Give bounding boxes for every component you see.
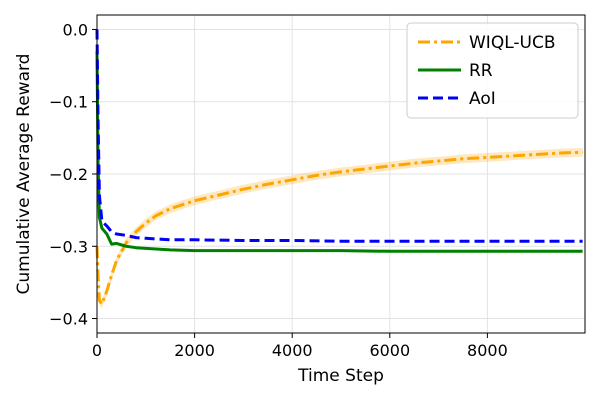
y-tick-label: −0.4 (49, 310, 88, 329)
x-tick-label: 0 (92, 341, 102, 360)
legend: WIQL-UCB RR AoI (406, 22, 579, 119)
y-tick-label: −0.1 (49, 93, 88, 112)
y-tick-label: −0.2 (49, 165, 88, 184)
series-layer (95, 29, 583, 309)
y-axis-label: Cumulative Average Reward (14, 54, 34, 295)
series-line (95, 51, 583, 253)
series-line (95, 150, 583, 306)
grid-lines (96, 15, 585, 333)
y-tick-label: −0.3 (49, 237, 88, 256)
x-axis-ticks: 0 2000 4000 6000 8000 (92, 333, 508, 360)
y-axis-ticks: 0.0 −0.1 −0.2 −0.3 −0.4 (49, 20, 97, 329)
x-tick-label: 2000 (174, 341, 215, 360)
x-axis-label: Time Step (297, 366, 384, 386)
legend-label: AoI (469, 89, 496, 109)
x-tick-label: 6000 (369, 341, 410, 360)
legend-label: RR (469, 61, 493, 81)
legend-box (406, 22, 579, 119)
legend-label: WIQL-UCB (469, 33, 556, 53)
x-tick-label: 4000 (272, 341, 313, 360)
series-line (95, 29, 583, 243)
x-tick-label: 8000 (467, 341, 508, 360)
y-tick-label: 0.0 (63, 20, 88, 39)
